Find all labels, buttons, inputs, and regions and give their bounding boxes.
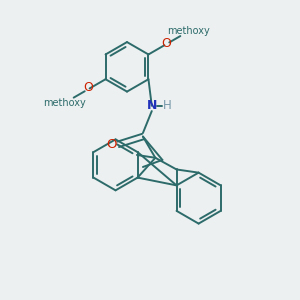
Text: O: O <box>106 138 117 151</box>
Text: methoxy: methoxy <box>167 26 210 36</box>
Text: N: N <box>147 99 157 112</box>
Text: H: H <box>163 99 171 112</box>
Text: methoxy: methoxy <box>43 98 86 108</box>
Text: O: O <box>161 37 171 50</box>
Text: O: O <box>83 81 93 94</box>
